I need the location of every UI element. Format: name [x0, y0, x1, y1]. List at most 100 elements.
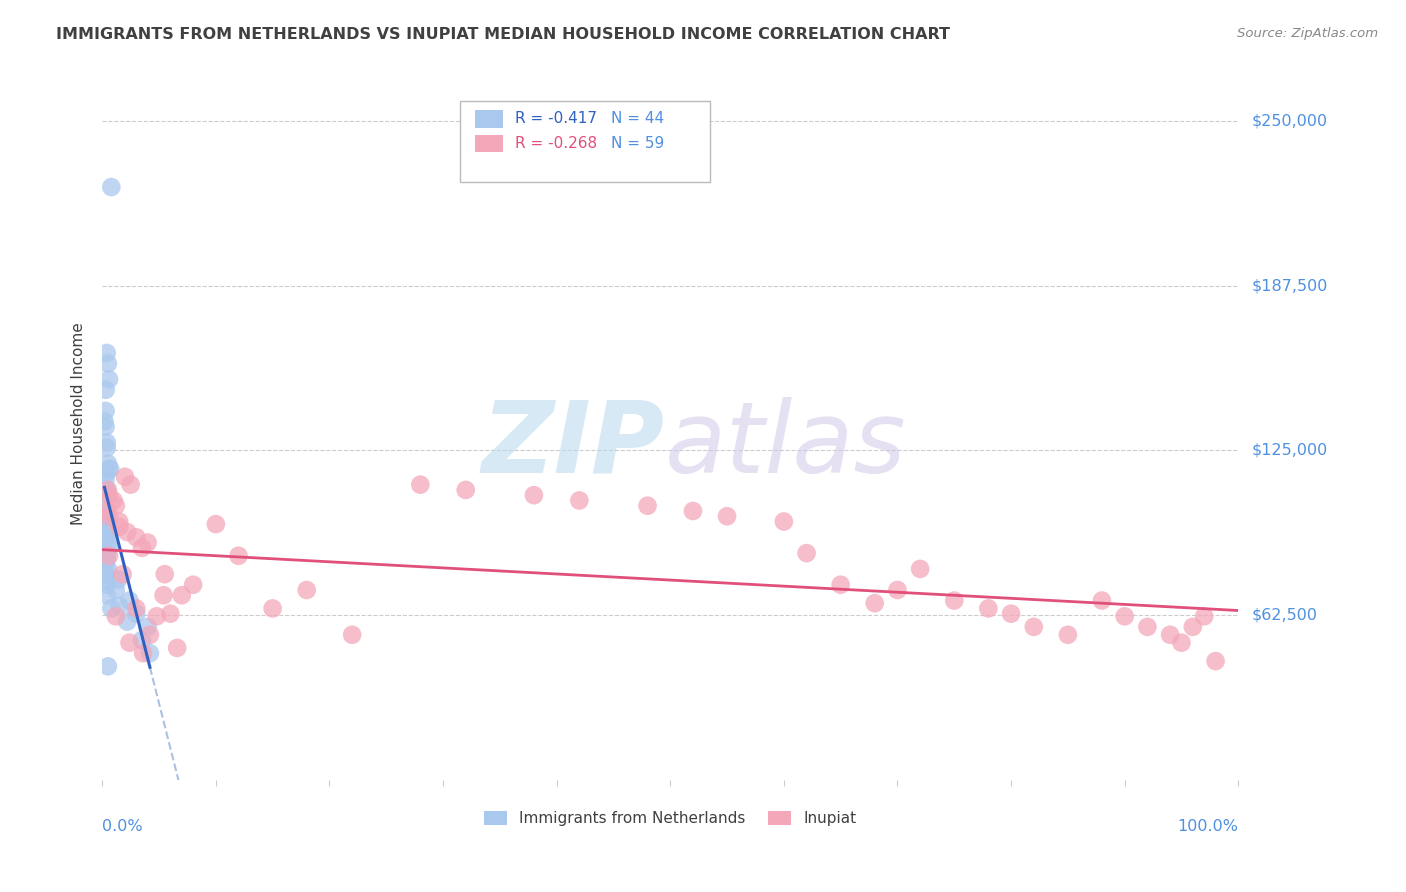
Point	[115, 524, 138, 539]
Point	[96, 488, 118, 502]
Point	[145, 609, 167, 624]
Point	[98, 488, 121, 502]
Point	[98, 372, 121, 386]
Point	[103, 493, 125, 508]
Point	[1057, 628, 1080, 642]
Point	[108, 515, 131, 529]
Point	[94, 419, 117, 434]
Point	[118, 593, 141, 607]
Point	[139, 628, 162, 642]
Point	[94, 573, 117, 587]
Point	[98, 509, 121, 524]
Text: ZIP: ZIP	[482, 397, 665, 494]
Point	[104, 609, 127, 624]
Point	[125, 530, 148, 544]
Point	[94, 404, 117, 418]
Text: 0.0%: 0.0%	[103, 819, 143, 834]
Point	[682, 504, 704, 518]
Point	[97, 357, 120, 371]
Point	[228, 549, 250, 563]
Point	[132, 646, 155, 660]
Point	[1091, 593, 1114, 607]
Point	[93, 414, 115, 428]
Point	[97, 457, 120, 471]
Point	[94, 504, 117, 518]
Y-axis label: Median Household Income: Median Household Income	[72, 323, 86, 525]
Point	[637, 499, 659, 513]
Point	[152, 588, 174, 602]
Point	[204, 517, 226, 532]
FancyBboxPatch shape	[475, 110, 503, 128]
Point	[98, 524, 121, 539]
Point	[1181, 620, 1204, 634]
Point	[96, 435, 118, 450]
FancyBboxPatch shape	[460, 101, 710, 182]
Point	[166, 640, 188, 655]
Text: $62,500: $62,500	[1251, 607, 1317, 623]
Point	[96, 483, 118, 497]
Point	[104, 582, 127, 597]
Point	[94, 383, 117, 397]
Point	[131, 541, 153, 555]
Point	[886, 582, 908, 597]
Point	[125, 601, 148, 615]
Point	[153, 567, 176, 582]
Point	[96, 346, 118, 360]
Point	[295, 582, 318, 597]
Text: atlas: atlas	[665, 397, 907, 494]
Text: R = -0.268: R = -0.268	[515, 136, 596, 151]
Point	[1000, 607, 1022, 621]
Point	[181, 578, 204, 592]
Point	[96, 551, 118, 566]
Point	[108, 599, 131, 613]
Point	[908, 562, 931, 576]
Point	[96, 588, 118, 602]
Text: R = -0.417: R = -0.417	[515, 112, 596, 126]
Point	[111, 567, 134, 582]
Point	[773, 515, 796, 529]
Point	[1136, 620, 1159, 634]
Text: IMMIGRANTS FROM NETHERLANDS VS INUPIAT MEDIAN HOUSEHOLD INCOME CORRELATION CHART: IMMIGRANTS FROM NETHERLANDS VS INUPIAT M…	[56, 27, 950, 42]
Point	[830, 578, 852, 592]
Point	[97, 535, 120, 549]
Point	[170, 588, 193, 602]
Point	[1159, 628, 1181, 642]
Point	[97, 483, 120, 497]
Point	[115, 615, 138, 629]
Point	[409, 477, 432, 491]
Point	[94, 567, 117, 582]
Point	[96, 578, 118, 592]
Legend: Immigrants from Netherlands, Inupiat: Immigrants from Netherlands, Inupiat	[478, 805, 863, 832]
Point	[98, 462, 121, 476]
Point	[716, 509, 738, 524]
Point	[96, 441, 118, 455]
Point	[1022, 620, 1045, 634]
Point	[977, 601, 1000, 615]
Text: $187,500: $187,500	[1251, 278, 1329, 293]
Point	[108, 520, 131, 534]
Point	[98, 462, 121, 476]
Text: 100.0%: 100.0%	[1177, 819, 1239, 834]
Point	[1114, 609, 1136, 624]
Point	[568, 493, 591, 508]
Text: N = 59: N = 59	[612, 136, 665, 151]
Point	[94, 509, 117, 524]
Point	[943, 593, 966, 607]
Point	[98, 549, 121, 563]
Point	[131, 633, 153, 648]
Point	[94, 530, 117, 544]
Point	[96, 546, 118, 560]
Point	[159, 607, 181, 621]
Point	[863, 596, 886, 610]
Point	[104, 499, 127, 513]
Point	[120, 477, 142, 491]
Point	[796, 546, 818, 560]
Point	[94, 467, 117, 482]
Point	[100, 601, 122, 615]
FancyBboxPatch shape	[475, 135, 503, 153]
Point	[454, 483, 477, 497]
Point	[98, 541, 121, 555]
Point	[94, 472, 117, 486]
Point	[1192, 609, 1215, 624]
Point	[114, 469, 136, 483]
